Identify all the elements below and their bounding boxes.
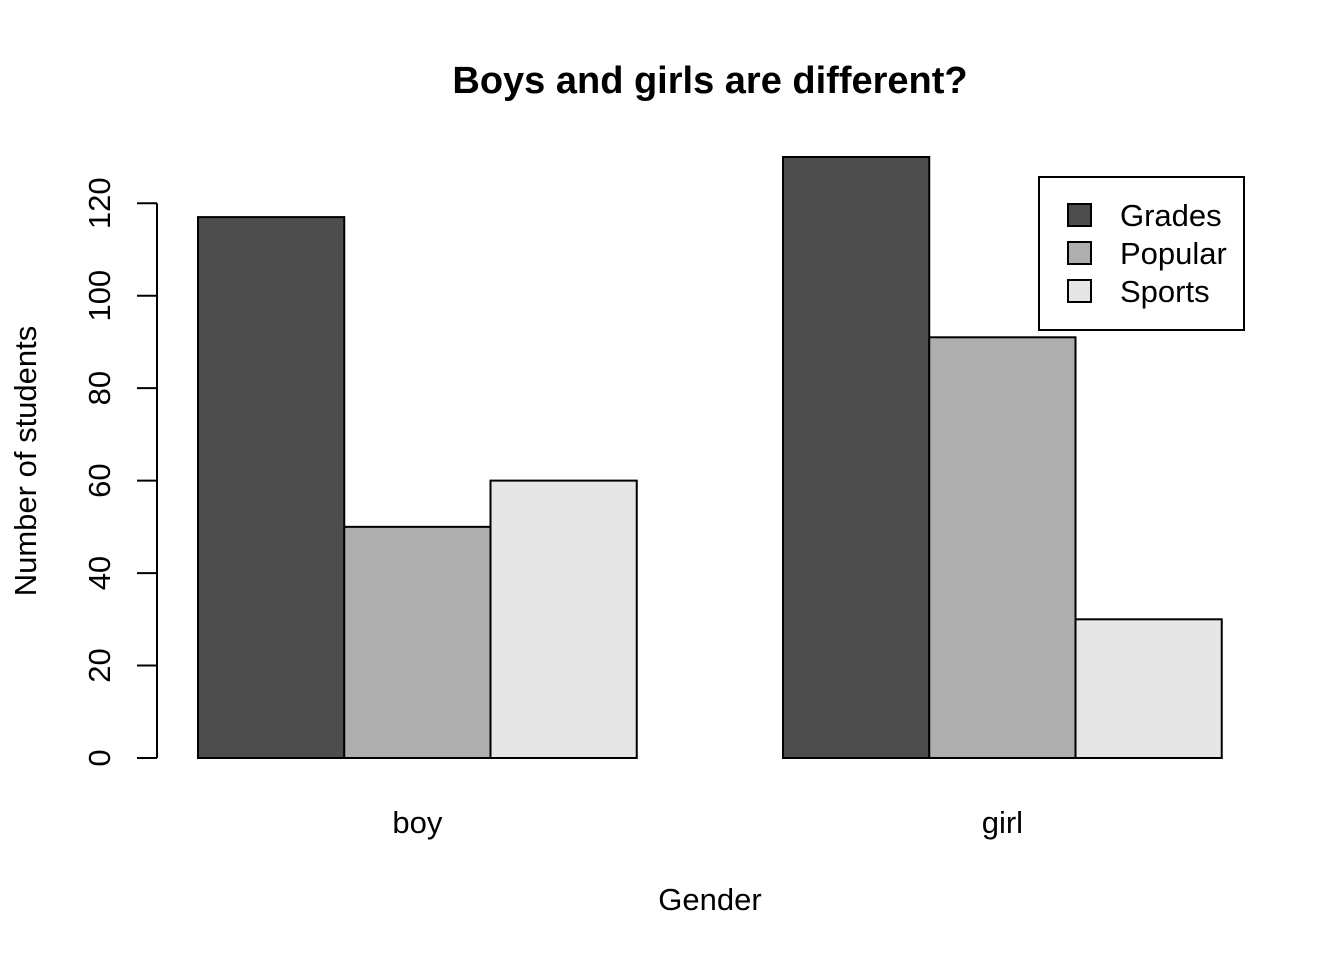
y-tick-label: 0	[82, 749, 117, 766]
bars	[197, 156, 1223, 760]
y-axis: 0 20 40 60 80 100 120	[82, 177, 158, 767]
y-tick-label: 100	[82, 270, 117, 322]
x-tick-label-boy: boy	[392, 805, 442, 840]
y-tick-label: 60	[82, 463, 117, 497]
x-tick-labels: boy girl	[392, 805, 1023, 840]
y-tick-label: 120	[82, 177, 117, 229]
legend-label-sports: Sports	[1120, 274, 1210, 309]
legend-swatch-popular	[1067, 241, 1092, 265]
legend-label-popular: Popular	[1120, 236, 1227, 271]
bar-boy-sports	[489, 479, 638, 759]
x-tick-label-girl: girl	[982, 805, 1023, 840]
y-axis-label: Number of students	[8, 326, 43, 597]
y-tick-label: 80	[82, 371, 117, 405]
legend-swatch-grades	[1067, 203, 1092, 227]
bar-girl-grades	[782, 156, 931, 759]
bar-girl-sports	[1074, 618, 1223, 759]
y-tick-label: 40	[82, 556, 117, 590]
x-axis-label: Gender	[658, 882, 761, 917]
bar-boy-grades	[197, 216, 346, 760]
legend-label-grades: Grades	[1120, 198, 1222, 233]
legend-swatch-sports	[1067, 279, 1092, 303]
bar-girl-popular	[928, 336, 1077, 759]
y-tick-label: 20	[82, 648, 117, 682]
chart-title: Boys and girls are different?	[452, 60, 967, 102]
bar-boy-popular	[343, 525, 492, 759]
